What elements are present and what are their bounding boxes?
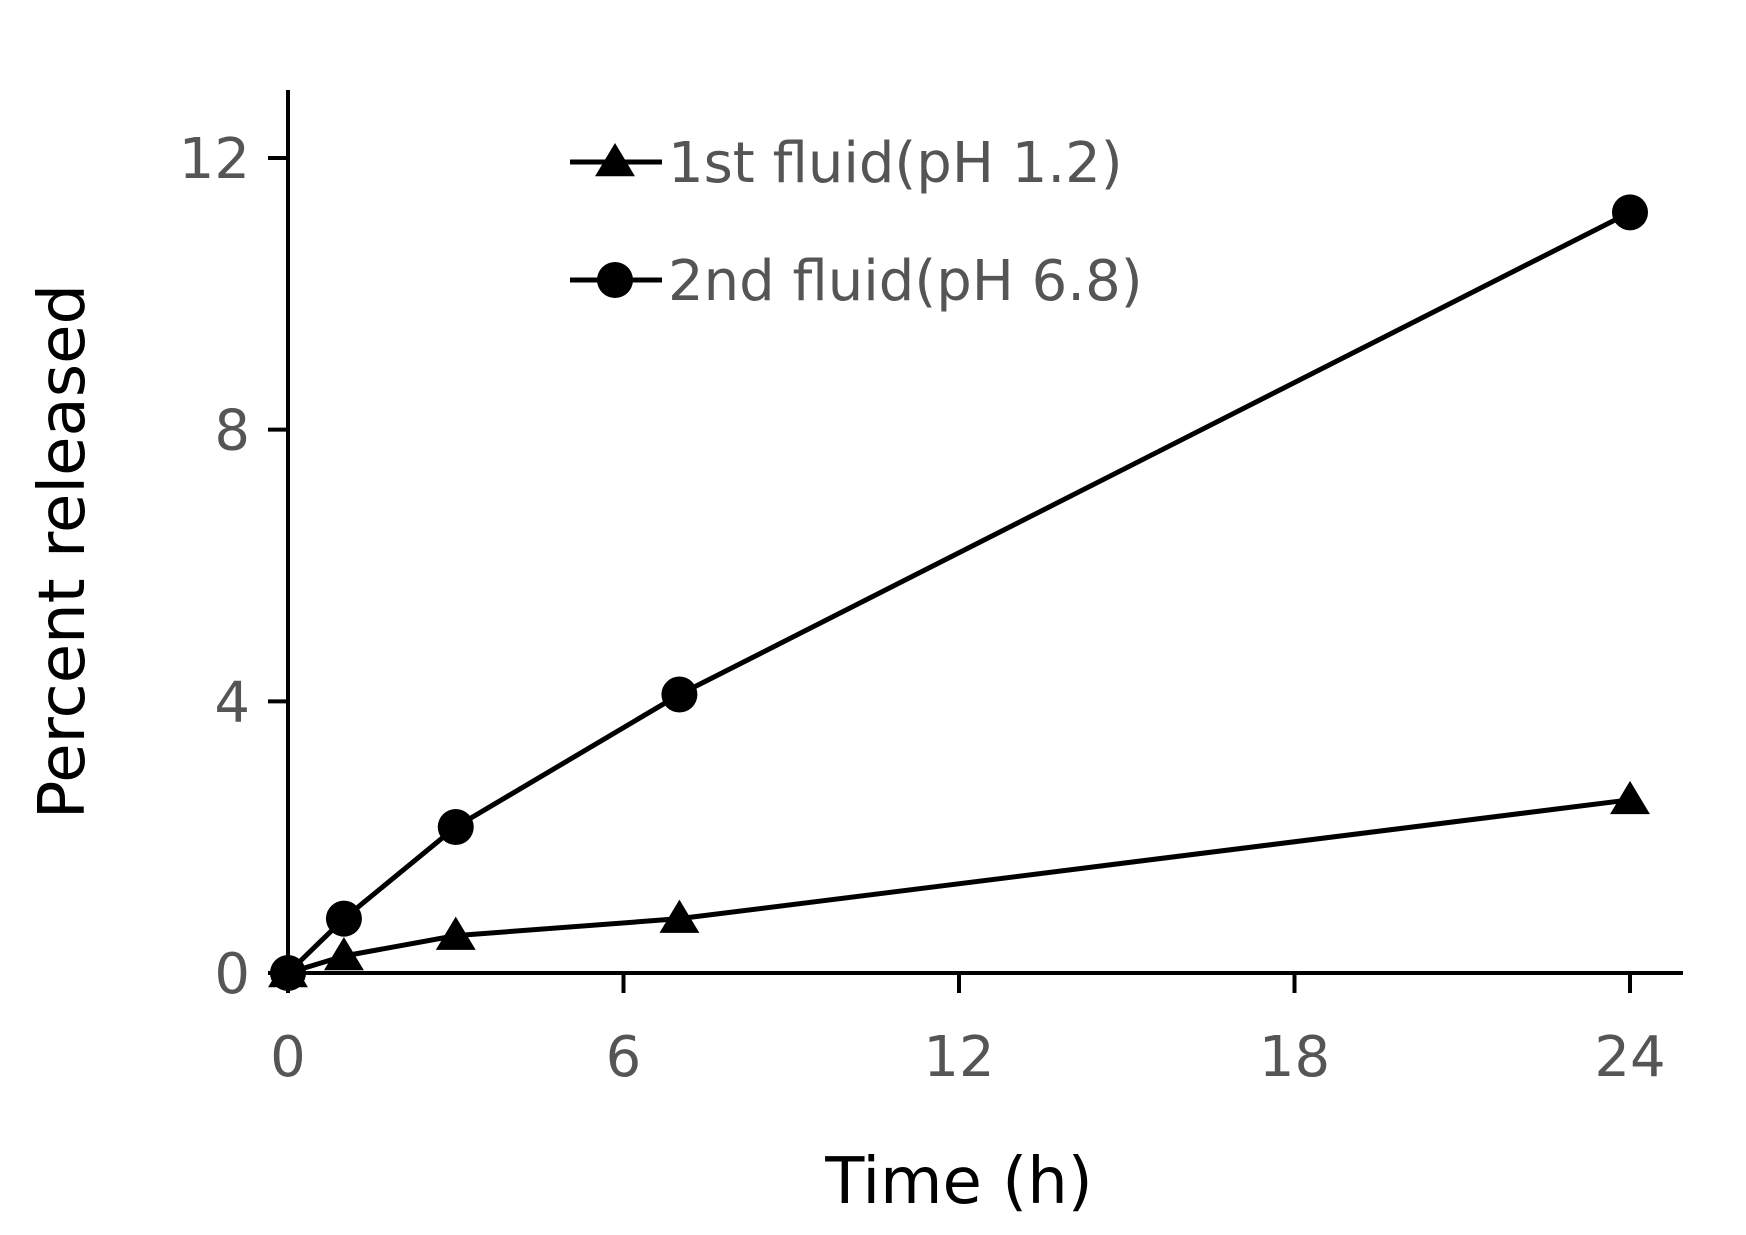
legend-circle-marker — [597, 262, 633, 298]
x-axis: 0 6 12 18 24 — [270, 971, 1683, 1090]
circle-point — [325, 900, 362, 937]
x-tick-label: 24 — [1594, 1025, 1665, 1090]
legend-entry: 1st fluid(pH 1.2) — [570, 131, 1123, 196]
plot-area — [268, 194, 1650, 991]
x-tick-label: 18 — [1259, 1025, 1330, 1090]
y-tick-label: 8 — [214, 399, 250, 464]
y-tick-label: 12 — [179, 127, 250, 192]
y-tick-label: 0 — [214, 942, 250, 1007]
x-axis-title: Time (h) — [824, 1145, 1092, 1219]
triangle-point — [659, 899, 700, 933]
x-tick-label: 12 — [923, 1025, 994, 1090]
legend-entry: 2nd fluid(pH 6.8) — [570, 249, 1143, 314]
legend-triangle-marker — [595, 143, 635, 177]
x-tick-label: 0 — [270, 1025, 306, 1090]
circle-point — [437, 808, 474, 845]
legend-label: 1st fluid(pH 1.2) — [668, 131, 1123, 196]
y-axis: 0 4 8 12 — [179, 90, 290, 1007]
y-tick-label: 4 — [214, 670, 250, 735]
series-line — [286, 210, 1632, 975]
triangle-point — [1610, 780, 1650, 815]
series-1 — [268, 780, 1650, 988]
circle-point — [661, 676, 698, 713]
x-tick-label: 6 — [606, 1025, 642, 1090]
series-2 — [270, 194, 1648, 991]
triangle-point — [323, 937, 364, 971]
y-axis-title: Percent released — [26, 284, 100, 819]
legend-label: 2nd fluid(pH 6.8) — [668, 249, 1143, 314]
legend: 1st fluid(pH 1.2) 2nd fluid(pH 6.8) — [570, 131, 1143, 314]
circle-point — [1612, 194, 1648, 231]
series-line — [287, 797, 1631, 976]
triangle-point — [435, 916, 476, 950]
